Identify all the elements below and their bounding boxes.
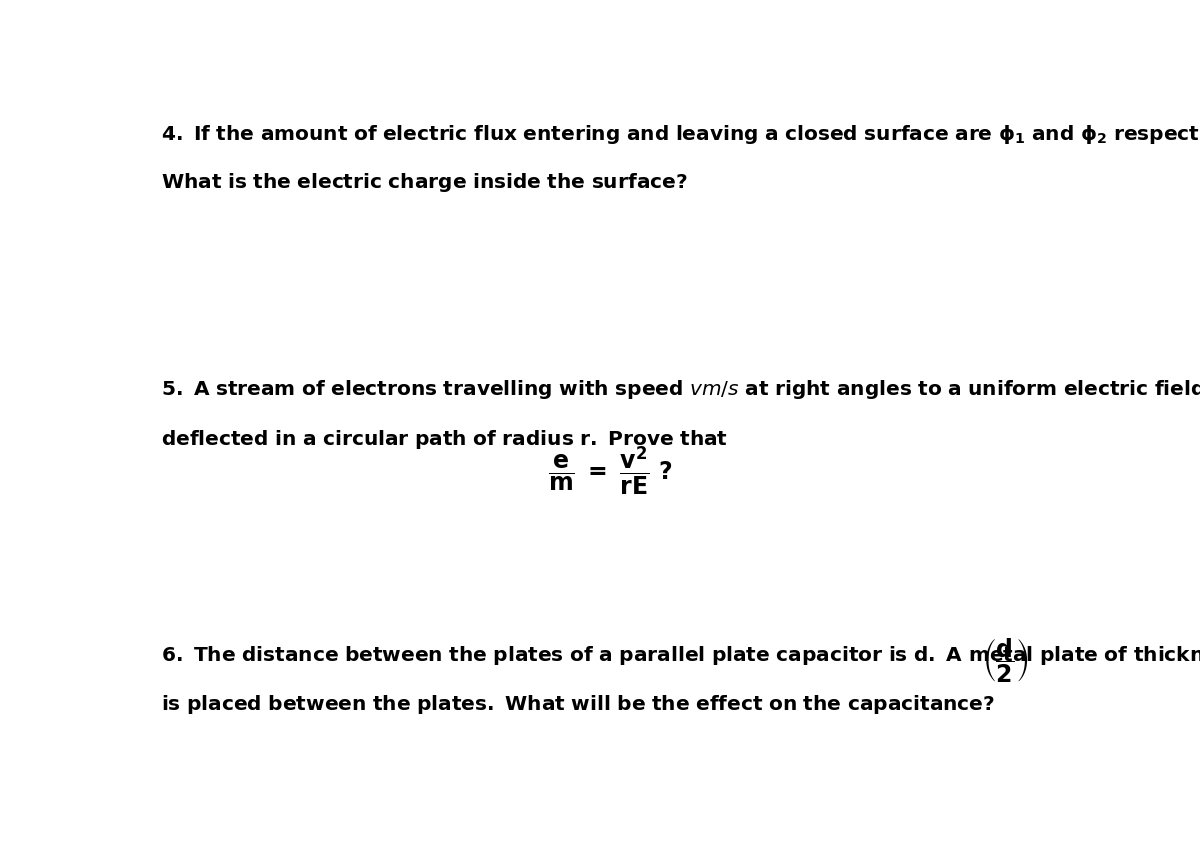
Text: $\mathbf{is\ placed\ between\ the\ plates.\ What\ will\ be\ the\ effect\ on\ the: $\mathbf{is\ placed\ between\ the\ plate… bbox=[161, 693, 995, 716]
Text: $\mathbf{What\ is\ the\ electric\ charge\ inside\ the\ surface?}$: $\mathbf{What\ is\ the\ electric\ charge… bbox=[161, 171, 688, 194]
Text: $\mathbf{deflected\ in\ a\ circular\ path\ of\ radius\ r.\ Prove\ that}$: $\mathbf{deflected\ in\ a\ circular\ pat… bbox=[161, 428, 728, 451]
Text: $\mathbf{6.\ The\ distance\ between\ the\ plates\ of\ a\ parallel\ plate\ capaci: $\mathbf{6.\ The\ distance\ between\ the… bbox=[161, 644, 1200, 666]
Text: $\mathbf{5.\ A\ stream\ of\ electrons\ travelling\ with\ speed\ }$$\mathit{vm/s}: $\mathbf{5.\ A\ stream\ of\ electrons\ t… bbox=[161, 379, 1200, 401]
Text: $\mathbf{4.\ If\ the\ amount\ of\ electric\ flux\ entering\ and\ leaving\ a\ clo: $\mathbf{4.\ If\ the\ amount\ of\ electr… bbox=[161, 123, 1200, 146]
Text: $\mathbf{\dfrac{e}{m}\ =\ \dfrac{v^2}{rE}}\ \mathbf{?}$: $\mathbf{\dfrac{e}{m}\ =\ \dfrac{v^2}{rE… bbox=[548, 445, 672, 498]
Text: $\mathbf{\left(\dfrac{d}{2}\right)}$: $\mathbf{\left(\dfrac{d}{2}\right)}$ bbox=[983, 637, 1028, 685]
